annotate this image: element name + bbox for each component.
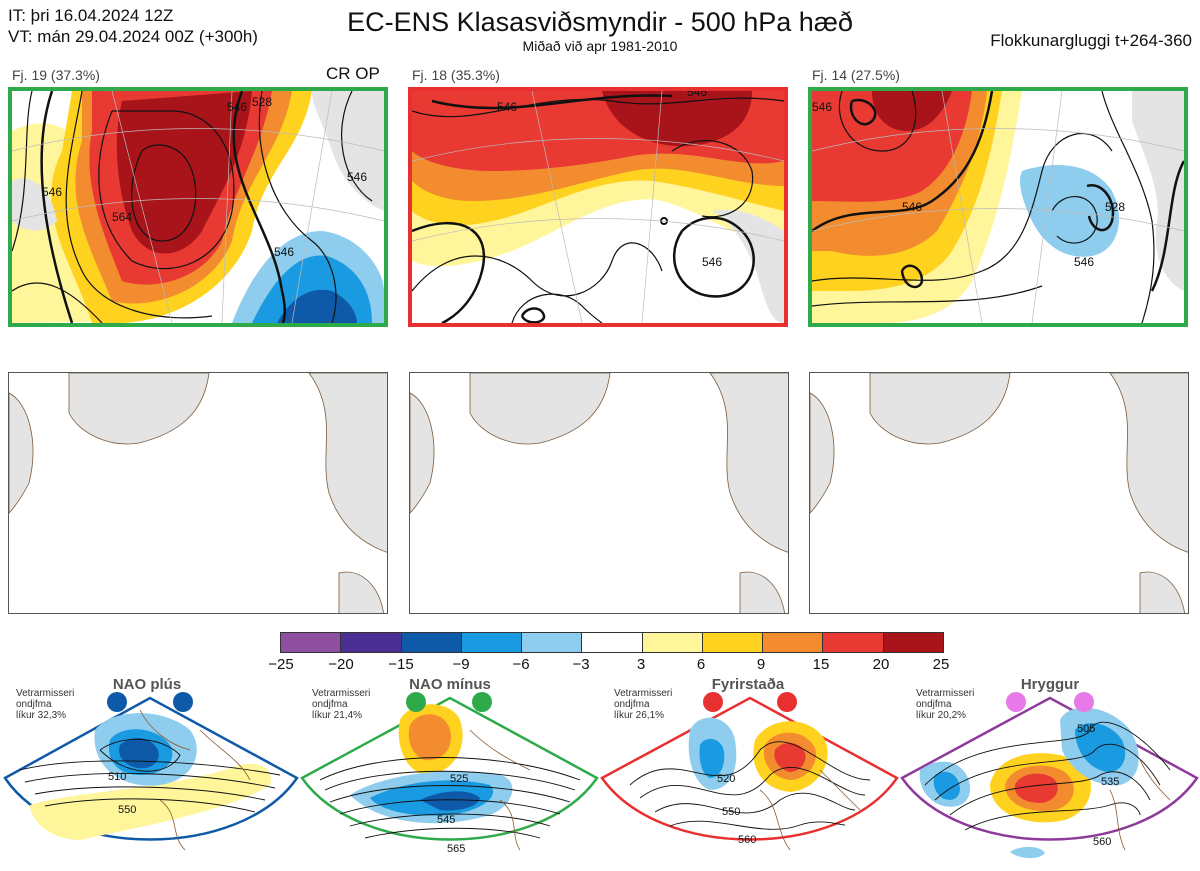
colorbar-tick-11: 20	[872, 656, 890, 673]
colorbar-swatch-8	[702, 633, 764, 652]
empty-map-2	[409, 372, 789, 614]
regime-4-contour-label-2: 535	[1101, 776, 1119, 788]
cluster-2-label: Fj. 18 (35.3%)	[412, 67, 500, 83]
cluster-1-flags: CR OP	[326, 64, 380, 83]
valid-time: VT: mán 29.04.2024 00Z (+300h)	[8, 27, 258, 46]
cluster-1-contour-label-5: 528	[252, 95, 272, 109]
cluster-2-map: 546 546 546	[408, 87, 788, 327]
cluster-2-contour-label-1: 546	[497, 100, 517, 114]
classification-window: Flokkunargluggi t+264-360	[990, 31, 1192, 50]
cluster-1-label: Fj. 19 (37.3%)	[12, 67, 100, 83]
colorbar-swatch-3	[401, 633, 462, 652]
regime-4-contour-label-3: 560	[1093, 836, 1111, 848]
regime-2-map: 525 545 565	[300, 692, 599, 855]
regime-1-contour-label-1: 510	[108, 771, 126, 783]
header-times: IT: þri 16.04.2024 12Z VT: mán 29.04.202…	[8, 5, 258, 47]
cluster-3-contour-label-2: 528	[1105, 200, 1125, 214]
colorbar-swatch-2	[341, 633, 402, 652]
colorbar-swatch-11	[883, 633, 943, 652]
colorbar-swatch-4	[461, 633, 523, 652]
colorbar-tick-8: 6	[696, 656, 706, 673]
cluster-3-contour-label-1: 546	[902, 200, 922, 214]
colorbar-tick-4: −9	[452, 656, 470, 673]
regime-3-map: 520 550 560	[600, 692, 899, 851]
regime-4-contour-label-1: 505	[1077, 723, 1095, 735]
cluster-1-contour-label-1: 546	[42, 185, 62, 199]
colorbar-tick-10: 15	[812, 656, 830, 673]
regime-2-contour-label-3: 565	[447, 843, 465, 855]
cluster-3-label: Fj. 14 (27.5%)	[812, 67, 900, 83]
regime-3-contour-label-2: 550	[722, 806, 740, 818]
colorbar-tick-7: 3	[636, 656, 646, 673]
colorbar-swatch-1	[281, 633, 342, 652]
colorbar-tick-5: −6	[512, 656, 530, 673]
regime-1-contour-label-2: 550	[118, 804, 136, 816]
regime-2-title: NAO mínus	[409, 676, 491, 693]
cluster-1-contour-label-6: 546	[274, 245, 294, 259]
empty-map-3	[809, 372, 1189, 614]
cluster-1-contour-label-4: 564	[112, 210, 132, 224]
regime-4-title: Hryggur	[1020, 676, 1080, 693]
page-title: EC-ENS Klasasviðsmyndir - 500 hPa hæð	[347, 7, 853, 37]
page-subtitle: Miðað við apr 1981-2010	[522, 38, 678, 54]
cluster-1-contour-label-3: 546	[347, 170, 367, 184]
regime-maps: 510 550 525 545 565	[3, 692, 1199, 859]
cluster-1-map: 546 546 546 564 528 546	[8, 87, 388, 327]
colorbar-tick-3: −15	[388, 656, 414, 673]
regime-4-map: 505 535 560	[900, 692, 1199, 859]
init-time: IT: þri 16.04.2024 12Z	[8, 6, 174, 25]
regime-2-contour-label-1: 525	[450, 773, 468, 785]
colorbar-swatch-5	[522, 633, 583, 652]
colorbar-swatch-9	[763, 633, 824, 652]
regime-1-map: 510 550	[3, 692, 299, 851]
colorbar-tick-6: −3	[572, 656, 590, 673]
regime-3-note: Vetrarmisseri ondjfma líkur 26,1%	[614, 688, 673, 721]
colorbar-swatch-10	[823, 633, 884, 652]
regime-2-note: Vetrarmisseri ondjfma líkur 21,4%	[312, 688, 371, 721]
colorbar	[280, 632, 944, 653]
regime-3-contour-label-3: 560	[738, 834, 756, 846]
regime-3-title: Fyrirstaða	[711, 676, 785, 693]
cluster-3-map: 546 528 546 546	[808, 87, 1188, 327]
cluster-1-contour-label-2: 546	[227, 100, 247, 114]
colorbar-swatch-7	[642, 633, 703, 652]
colorbar-tick-2: −20	[328, 656, 354, 673]
colorbar-swatch-6	[582, 633, 643, 652]
colorbar-tick-12: 25	[932, 656, 950, 673]
regime-1-title: NAO plús	[112, 676, 182, 693]
regime-2-contour-label-2: 545	[437, 814, 455, 826]
regime-1-note: Vetrarmisseri ondjfma líkur 32,3%	[16, 688, 75, 721]
regime-4-note: Vetrarmisseri ondjfma líkur 20,2%	[916, 688, 975, 721]
regime-3-contour-label-1: 520	[717, 773, 735, 785]
colorbar-tick-1: −25	[268, 656, 294, 673]
cluster-3-contour-label-4: 546	[812, 100, 832, 114]
cluster-3-contour-label-3: 546	[1074, 255, 1094, 269]
colorbar-tick-9: 9	[756, 656, 766, 673]
cluster-2-contour-label-2: 546	[687, 91, 707, 99]
cluster-2-contour-label-3: 546	[702, 255, 722, 269]
empty-map-1	[8, 372, 388, 614]
